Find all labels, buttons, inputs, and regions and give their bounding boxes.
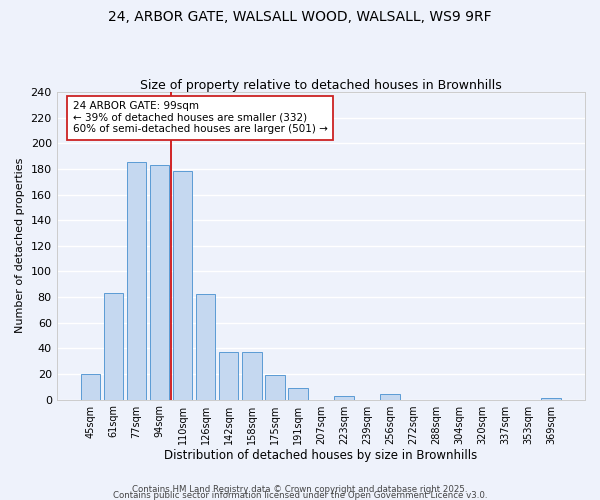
Text: Contains public sector information licensed under the Open Government Licence v3: Contains public sector information licen… [113,490,487,500]
Bar [334,396,353,400]
Bar [127,162,146,400]
Title: Size of property relative to detached houses in Brownhills: Size of property relative to detached ho… [140,79,502,92]
Text: 24, ARBOR GATE, WALSALL WOOD, WALSALL, WS9 9RF: 24, ARBOR GATE, WALSALL WOOD, WALSALL, W… [108,10,492,24]
Bar [80,374,100,400]
Text: 24 ARBOR GATE: 99sqm
← 39% of detached houses are smaller (332)
60% of semi-deta: 24 ARBOR GATE: 99sqm ← 39% of detached h… [73,101,328,134]
Y-axis label: Number of detached properties: Number of detached properties [15,158,25,334]
Bar [288,388,308,400]
Bar [104,293,123,400]
Bar [380,394,400,400]
Bar [265,375,284,400]
Bar [150,165,169,400]
Bar [541,398,561,400]
Text: Contains HM Land Registry data © Crown copyright and database right 2025.: Contains HM Land Registry data © Crown c… [132,484,468,494]
Bar [219,352,238,400]
X-axis label: Distribution of detached houses by size in Brownhills: Distribution of detached houses by size … [164,450,478,462]
Bar [242,352,262,400]
Bar [173,172,193,400]
Bar [196,294,215,400]
